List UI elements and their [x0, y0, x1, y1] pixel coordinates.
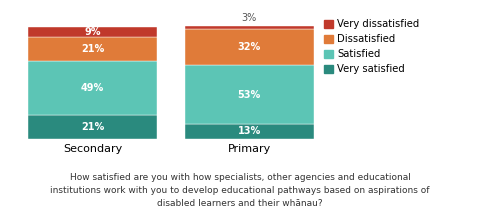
Bar	[28, 61, 157, 115]
Bar	[185, 65, 314, 124]
Text: 49%: 49%	[81, 83, 104, 93]
Bar	[185, 26, 314, 29]
Bar	[185, 29, 314, 65]
Bar	[28, 37, 157, 61]
Text: 13%: 13%	[238, 126, 261, 136]
Text: 9%: 9%	[84, 27, 101, 37]
Text: 21%: 21%	[81, 122, 104, 132]
Text: How satisfied are you with how specialists, other agencies and educational
insti: How satisfied are you with how specialis…	[50, 172, 430, 208]
Text: 32%: 32%	[238, 42, 261, 52]
Text: 3%: 3%	[241, 13, 257, 23]
Bar	[28, 27, 157, 37]
Text: 21%: 21%	[81, 44, 104, 54]
Legend: Very dissatisfied, Dissatisfied, Satisfied, Very satisfied: Very dissatisfied, Dissatisfied, Satisfi…	[324, 18, 420, 75]
Bar	[28, 115, 157, 139]
Text: 53%: 53%	[238, 90, 261, 100]
Bar	[185, 124, 314, 139]
